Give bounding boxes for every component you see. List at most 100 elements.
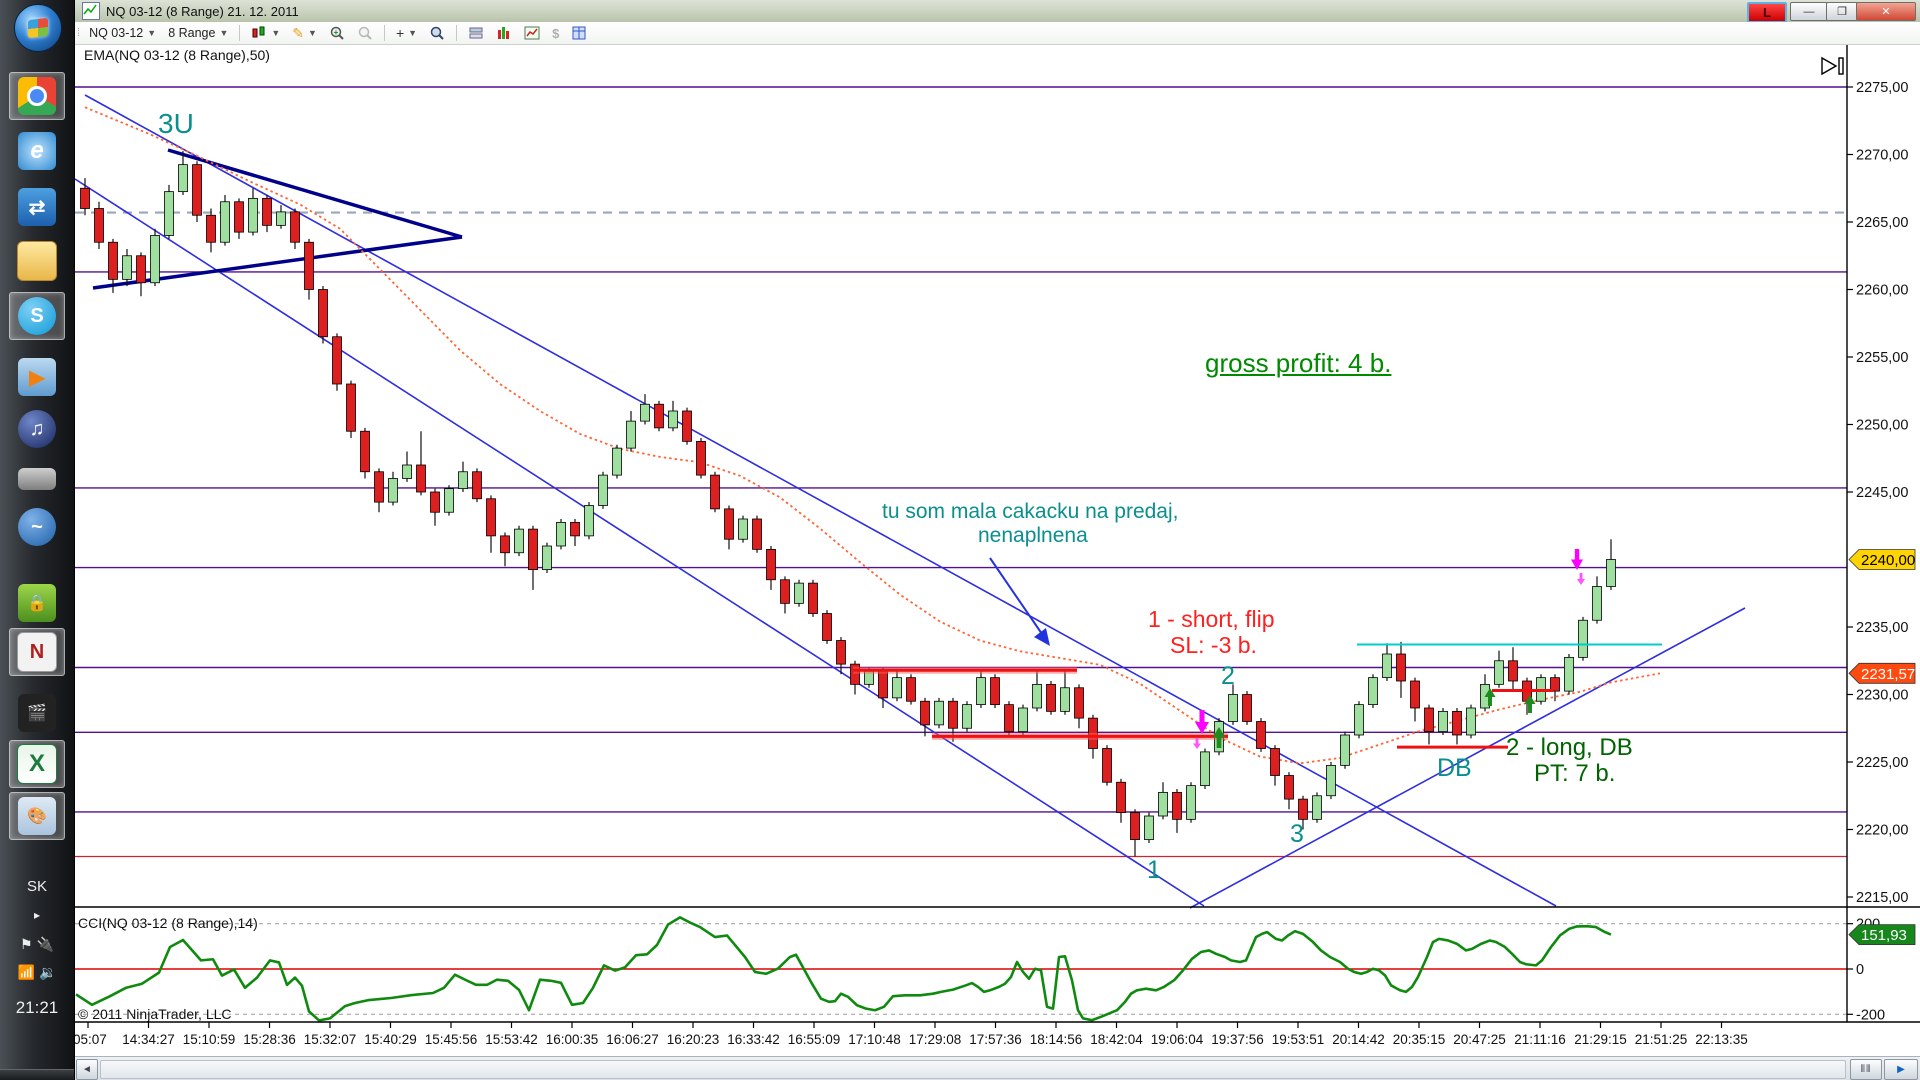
language-indicator[interactable]: SK <box>26 878 47 895</box>
go-live-button[interactable]: ▶ <box>1884 1059 1918 1080</box>
candle-body-up <box>1368 677 1378 706</box>
instrument-label: NQ 03-12 <box>89 26 144 40</box>
data-box-button[interactable] <box>423 23 451 43</box>
toolbar-separator <box>239 25 241 41</box>
scroll-grip-button[interactable]: ⦀⦀ <box>1850 1059 1882 1080</box>
chevron-down-icon: ▼ <box>271 28 281 38</box>
candle-body-down <box>206 214 216 243</box>
candle-body-up <box>276 211 286 226</box>
candle-body-down <box>528 528 538 571</box>
bar-type-button[interactable] <box>490 23 518 43</box>
time-tick-label: 17:57:36 <box>969 1032 1022 1047</box>
restore-button[interactable]: ❐ <box>1826 2 1858 21</box>
price-tick-label: 2265,00 <box>1856 215 1908 231</box>
panels-button[interactable] <box>462 23 490 43</box>
indicator-button[interactable] <box>518 23 546 43</box>
horizontal-scrollbar[interactable]: ◄ ⦀⦀ ▶ <box>74 1056 1920 1080</box>
trendline-3 <box>167 148 463 239</box>
candle-body-up <box>1354 704 1364 736</box>
clock[interactable]: 21:21 <box>15 998 59 1017</box>
skype-icon: S <box>18 297 56 335</box>
drawing-tools-button[interactable]: ✎ ▼ <box>286 23 323 44</box>
candle-body-up <box>738 518 748 540</box>
minimize-button[interactable]: — <box>1790 2 1828 21</box>
paint-icon: 🎨 <box>18 797 56 835</box>
time-tick-label: 14:34:27 <box>122 1032 175 1047</box>
toolbar-grip[interactable]: ⁞ <box>77 27 80 39</box>
candle-body-up <box>1592 586 1602 621</box>
candle-body-down <box>94 208 104 243</box>
candle-body-up <box>1564 656 1574 692</box>
chart-style-button[interactable]: ▼ <box>245 23 286 43</box>
candle-body-up <box>458 471 468 490</box>
price-tick-label: 2255,00 <box>1856 350 1908 366</box>
candle-body-up <box>1606 559 1616 587</box>
market-analyzer-button[interactable] <box>565 23 593 43</box>
time-tick-label: 15:45:56 <box>425 1032 478 1047</box>
candle-body-up <box>1340 734 1350 766</box>
security-icon: 🔒 <box>18 584 56 622</box>
candle-body-down <box>766 548 776 581</box>
annotation-trade1-line1: 1 - short, flip <box>1148 606 1275 632</box>
zoom-out-button[interactable] <box>351 23 379 43</box>
tray-row-1: ⚑ 🔌 <box>0 936 74 953</box>
time-tick-label: 20:14:42 <box>1332 1032 1385 1047</box>
candle-body-up <box>1578 619 1588 658</box>
candle-body-down <box>570 521 580 537</box>
candle-body-up <box>1018 707 1028 733</box>
network-icon[interactable]: 📶 <box>17 964 36 980</box>
scroll-left-arrow[interactable]: ◄ <box>76 1059 98 1080</box>
account-button[interactable]: $ <box>546 24 565 43</box>
annotation-note-line2: nenaplnena <box>978 524 1088 547</box>
candle-body-down <box>1550 677 1560 692</box>
taskbar-item-itunes[interactable]: ♫ <box>13 406 61 452</box>
annotation-note-line1: tu som mala cakacku na predaj, <box>882 500 1179 523</box>
candle-body-down <box>906 677 916 702</box>
action-center-flag-icon[interactable]: ⚑ <box>20 936 33 952</box>
taskbar-item-teamviewer[interactable]: ⇄ <box>13 184 61 230</box>
volume-icon[interactable]: 🔉 <box>38 964 57 980</box>
taskbar-item-paint[interactable]: 🎨 <box>9 792 65 840</box>
candle-body-down <box>724 508 734 540</box>
taskbar-item-internet-explorer[interactable]: e <box>13 128 61 174</box>
candle-body-down <box>262 197 272 226</box>
candle-body-up <box>150 235 160 284</box>
interval-selector[interactable]: 8 Range ▼ <box>162 24 234 42</box>
taskbar-item-folder[interactable] <box>13 238 61 284</box>
taskbar-item-movie-maker[interactable]: 🎬 <box>13 690 61 736</box>
power-icon[interactable]: 🔌 <box>36 936 54 952</box>
candle-body-down <box>822 613 832 641</box>
taskbar-item-chrome[interactable] <box>9 72 65 120</box>
buy-arrow-icon <box>1524 695 1536 704</box>
taskbar-item-excel[interactable]: X <box>9 740 65 788</box>
candle-body-up <box>1144 815 1154 841</box>
candle-body-up <box>1060 687 1070 712</box>
teamviewer-quickconnect-button[interactable]: L <box>1747 2 1787 23</box>
zoom-in-button[interactable]: + <box>323 23 351 43</box>
start-button[interactable] <box>14 4 62 52</box>
instrument-selector[interactable]: NQ 03-12 ▼ <box>83 24 162 42</box>
candle-body-up <box>612 447 622 476</box>
layout-icon <box>468 25 484 41</box>
crosshair-button[interactable]: + ▼ <box>390 23 423 43</box>
zoom-in-icon: + <box>329 25 345 41</box>
taskbar-item-ninjatrader[interactable]: N <box>9 628 65 676</box>
taskbar-item-security[interactable]: 🔒 <box>13 580 61 626</box>
candle-body-down <box>108 241 118 280</box>
taskbar-item-skype[interactable]: S <box>9 292 65 340</box>
time-tick-label: 17:29:08 <box>909 1032 962 1047</box>
candle-body-down <box>654 403 664 429</box>
show-desktop-button[interactable] <box>0 1069 74 1080</box>
candle-body-up <box>444 488 454 513</box>
taskbar-item-media-player[interactable]: ▶ <box>13 354 61 400</box>
show-hidden-icons-chevron[interactable]: ▸ <box>33 908 41 922</box>
close-button[interactable]: ✕ <box>1856 2 1916 21</box>
scrollbar-thumb[interactable] <box>100 1060 1846 1079</box>
taskbar-item-openoffice[interactable]: ~ <box>13 504 61 550</box>
cci-line <box>75 916 1612 1022</box>
taskbar: e ⇄ S ▶ ♫ ~ 🔒 N 🎬 X 🎨 SK ▸ ⚑ 🔌 📶 🔉 21:21 <box>0 0 75 1080</box>
candle-body-down <box>1172 791 1182 820</box>
candle-body-down <box>1522 680 1532 702</box>
taskbar-item-scanner[interactable] <box>13 456 61 502</box>
